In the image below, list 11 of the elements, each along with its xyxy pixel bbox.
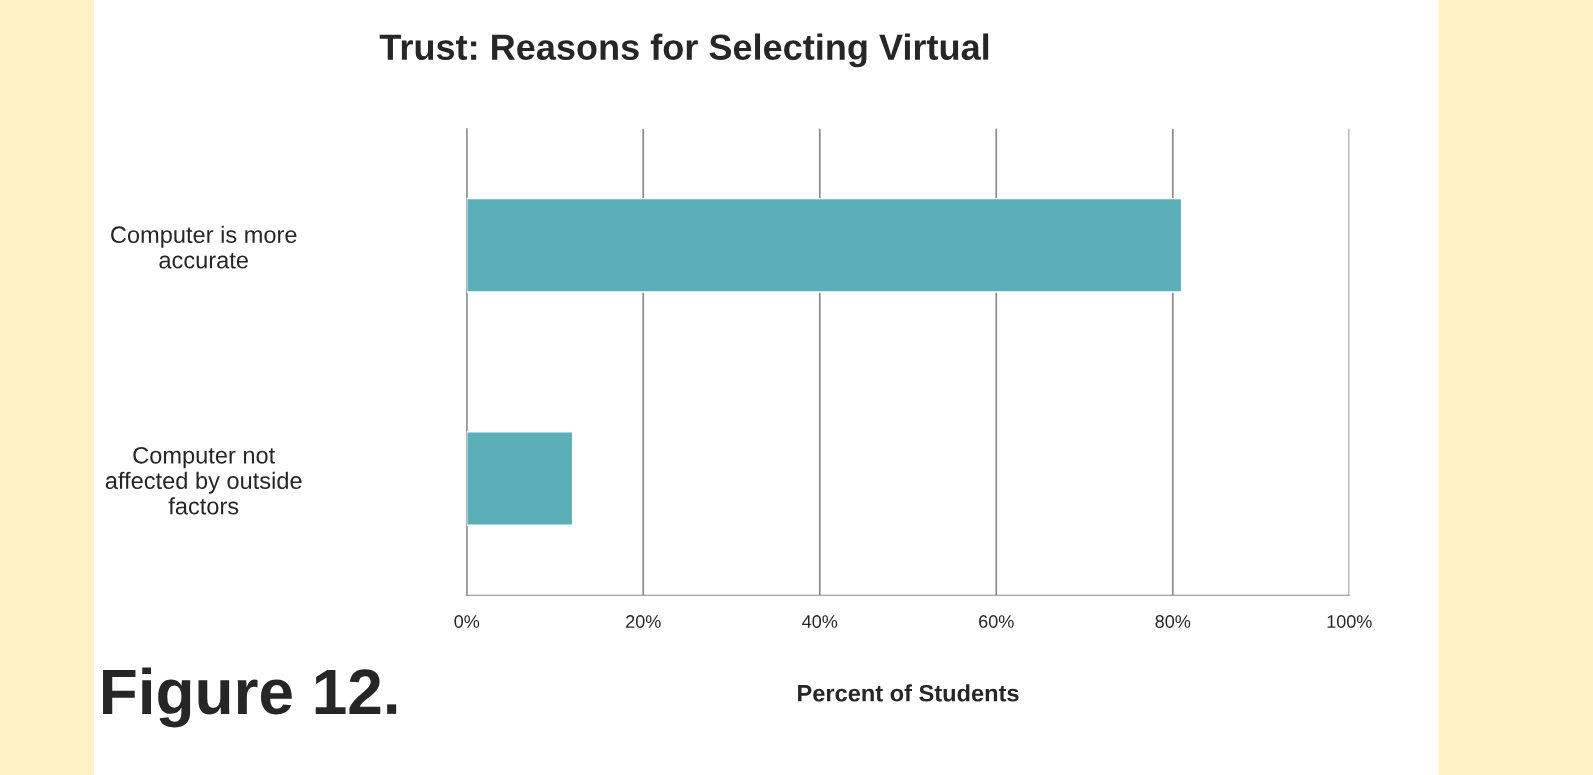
x-tick-label: 100%: [1327, 615, 1372, 628]
x-axis-title: Percent of Students: [798, 684, 1019, 702]
x-tick-label: 20%: [626, 615, 661, 628]
y-tick-label: Computer not affected by outside factors: [105, 446, 302, 515]
x-tick-label: 0%: [454, 615, 480, 628]
x-tick-label: 80%: [1155, 615, 1191, 628]
x-tick-label: 60%: [979, 615, 1014, 628]
chart-title: Trust: Reasons for Selecting Virtual: [379, 33, 989, 68]
caption: Figure 12.: [103, 667, 397, 728]
y-tick-label: Computer is more accurate: [111, 225, 297, 269]
x-tick-label: 40%: [802, 615, 838, 628]
